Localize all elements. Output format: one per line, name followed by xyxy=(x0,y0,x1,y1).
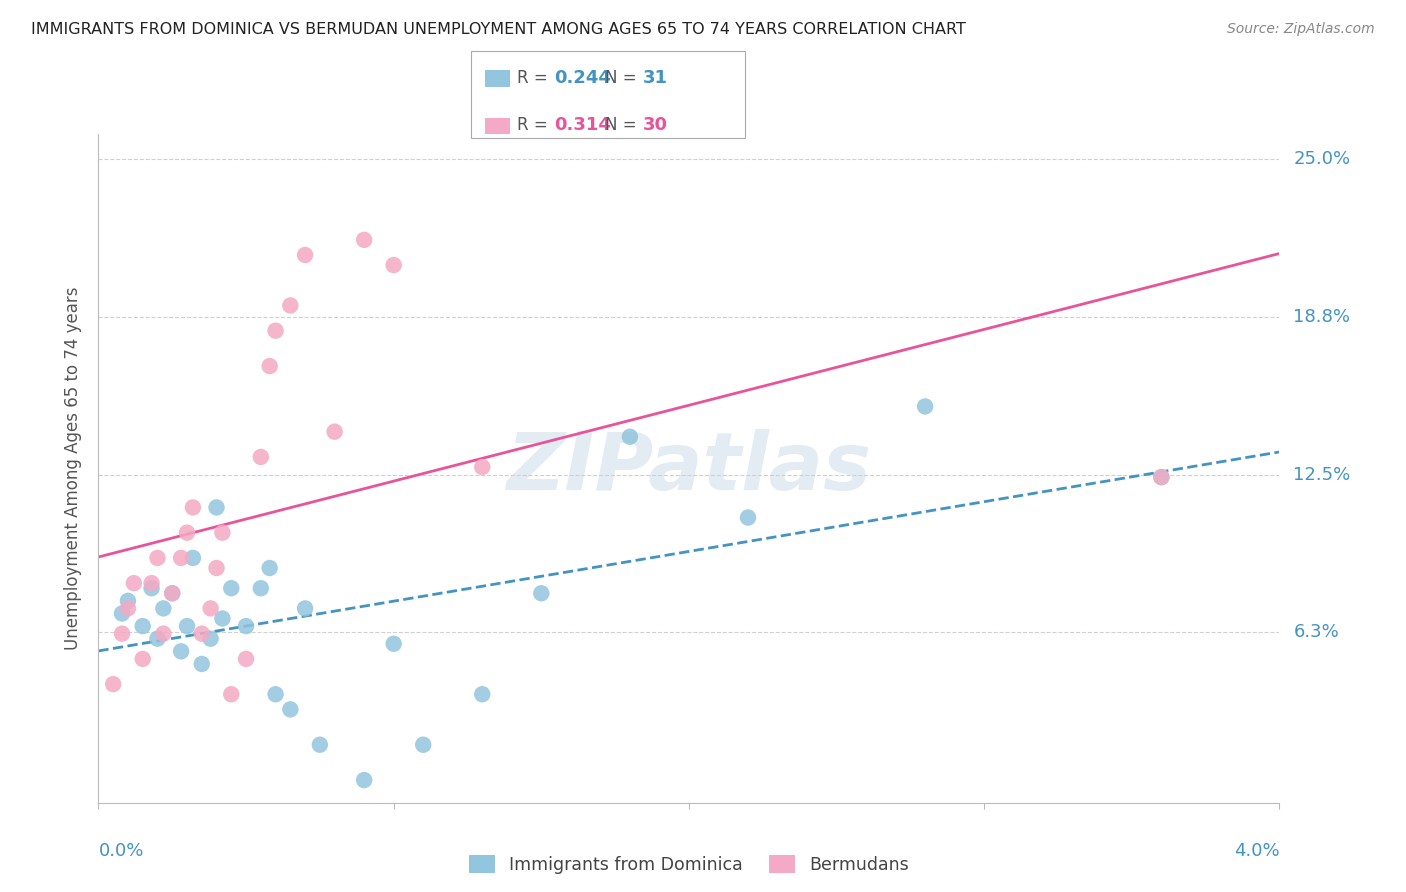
Text: 4.0%: 4.0% xyxy=(1234,842,1279,860)
Point xyxy=(103,677,124,691)
Text: R =: R = xyxy=(517,116,554,134)
Point xyxy=(191,657,214,671)
Point xyxy=(211,525,233,540)
Point xyxy=(132,652,155,666)
Point xyxy=(176,619,198,633)
Point xyxy=(111,607,134,621)
Point xyxy=(471,460,494,475)
Point xyxy=(235,652,257,666)
Point xyxy=(914,400,936,414)
Text: ZIPatlas: ZIPatlas xyxy=(506,429,872,508)
Text: 25.0%: 25.0% xyxy=(1294,150,1351,168)
Point xyxy=(205,561,228,575)
Point xyxy=(1150,470,1173,484)
Text: IMMIGRANTS FROM DOMINICA VS BERMUDAN UNEMPLOYMENT AMONG AGES 65 TO 74 YEARS CORR: IMMIGRANTS FROM DOMINICA VS BERMUDAN UNE… xyxy=(31,22,966,37)
Point xyxy=(152,626,174,640)
Point xyxy=(111,626,134,640)
Point xyxy=(170,644,193,658)
Point xyxy=(141,581,163,595)
Text: N =: N = xyxy=(605,116,641,134)
Point xyxy=(530,586,553,600)
Point xyxy=(181,500,204,515)
Point xyxy=(152,601,174,615)
Text: 31: 31 xyxy=(643,69,668,87)
Point xyxy=(117,594,139,608)
Point xyxy=(141,576,163,591)
Point xyxy=(181,550,204,565)
Text: 30: 30 xyxy=(643,116,668,134)
Point xyxy=(205,500,228,515)
Point xyxy=(117,601,139,615)
Point xyxy=(162,586,183,600)
Point xyxy=(294,248,316,262)
Point xyxy=(308,738,332,752)
Text: 0.0%: 0.0% xyxy=(98,842,143,860)
Text: 12.5%: 12.5% xyxy=(1294,466,1351,483)
Point xyxy=(737,510,759,524)
Point xyxy=(259,359,281,373)
Point xyxy=(250,450,273,464)
Point xyxy=(278,298,301,312)
Point xyxy=(200,632,222,646)
Point xyxy=(412,738,434,752)
Point xyxy=(294,601,316,615)
Point xyxy=(122,576,145,591)
Point xyxy=(278,702,301,716)
Point xyxy=(146,632,169,646)
Point xyxy=(264,324,287,338)
Point xyxy=(191,626,214,640)
Point xyxy=(235,619,257,633)
Point xyxy=(382,637,405,651)
Point xyxy=(162,586,183,600)
Point xyxy=(353,233,375,247)
Point xyxy=(323,425,346,439)
Point xyxy=(382,258,405,272)
Text: R =: R = xyxy=(517,69,554,87)
Text: N =: N = xyxy=(605,69,641,87)
Point xyxy=(170,550,193,565)
Point xyxy=(619,430,641,444)
Y-axis label: Unemployment Among Ages 65 to 74 years: Unemployment Among Ages 65 to 74 years xyxy=(65,286,83,650)
Point xyxy=(1150,470,1173,484)
Text: 18.8%: 18.8% xyxy=(1294,308,1350,326)
Point xyxy=(471,687,494,701)
Text: 0.244: 0.244 xyxy=(554,69,610,87)
Point xyxy=(250,581,273,595)
Point xyxy=(200,601,222,615)
Text: 6.3%: 6.3% xyxy=(1294,624,1339,641)
Point xyxy=(259,561,281,575)
Point xyxy=(132,619,155,633)
Point xyxy=(176,525,198,540)
Point xyxy=(211,611,233,625)
Point xyxy=(219,687,242,701)
Point xyxy=(146,550,169,565)
Point xyxy=(353,773,375,788)
Text: Source: ZipAtlas.com: Source: ZipAtlas.com xyxy=(1227,22,1375,37)
Text: 0.314: 0.314 xyxy=(554,116,610,134)
Point xyxy=(219,581,242,595)
Point xyxy=(264,687,287,701)
Legend: Immigrants from Dominica, Bermudans: Immigrants from Dominica, Bermudans xyxy=(463,848,915,881)
